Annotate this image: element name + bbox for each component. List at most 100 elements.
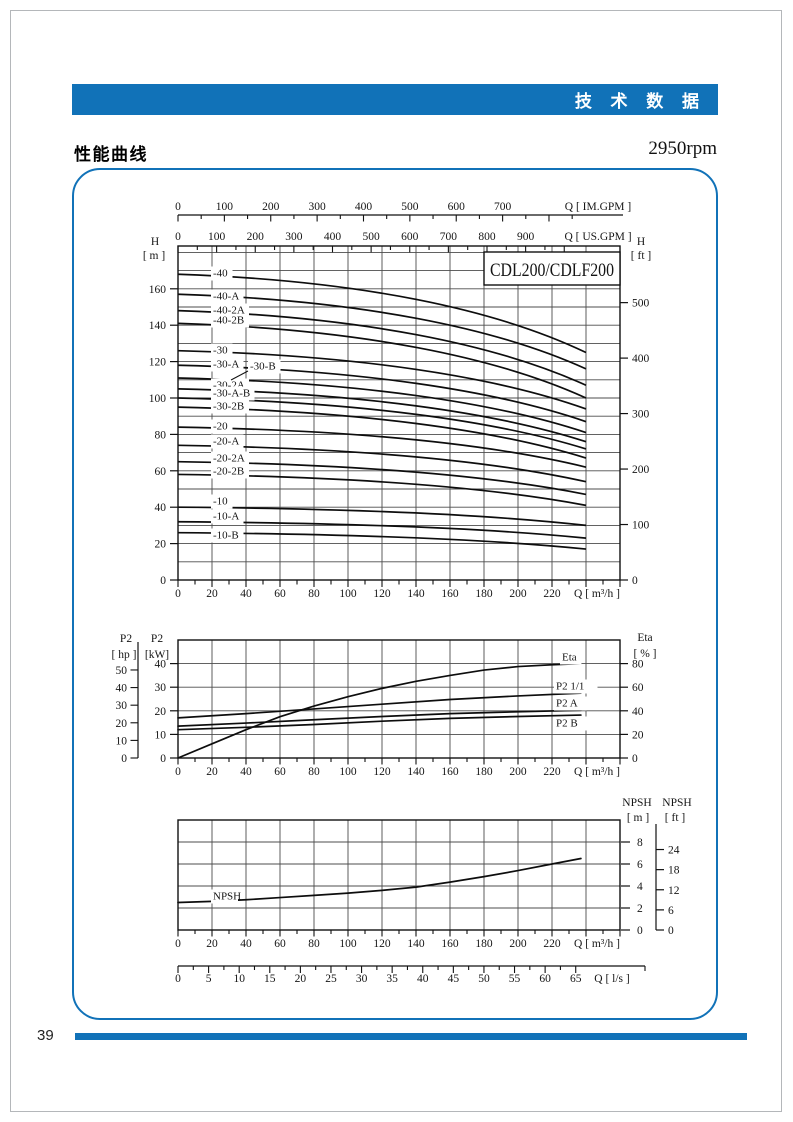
svg-text:100: 100 <box>216 201 234 213</box>
svg-text:-30-B: -30-B <box>250 361 276 373</box>
svg-text:60: 60 <box>539 973 551 985</box>
svg-text:100: 100 <box>339 588 357 600</box>
svg-text:4: 4 <box>637 881 643 893</box>
svg-text:100: 100 <box>208 231 226 243</box>
svg-text:60: 60 <box>274 938 286 950</box>
svg-text:80: 80 <box>308 588 320 600</box>
svg-text:18: 18 <box>668 865 680 877</box>
svg-text:160: 160 <box>441 938 459 950</box>
svg-text:200: 200 <box>509 938 527 950</box>
svg-text:500: 500 <box>363 231 381 243</box>
svg-text:[ m ]: [ m ] <box>627 812 649 824</box>
svg-text:700: 700 <box>494 201 512 213</box>
svg-text:-40-A: -40-A <box>213 291 239 303</box>
svg-text:24: 24 <box>668 845 680 857</box>
svg-text:140: 140 <box>407 938 425 950</box>
svg-text:P2: P2 <box>120 633 132 645</box>
svg-text:200: 200 <box>262 201 280 213</box>
svg-text:H: H <box>151 236 159 248</box>
svg-text:-30: -30 <box>213 345 228 357</box>
svg-text:120: 120 <box>149 357 167 369</box>
svg-text:0: 0 <box>175 588 181 600</box>
svg-text:-40: -40 <box>213 268 228 280</box>
svg-text:[kW]: [kW] <box>145 649 169 661</box>
svg-text:H: H <box>637 236 645 248</box>
svg-text:25: 25 <box>325 973 337 985</box>
svg-text:P2: P2 <box>151 633 163 645</box>
svg-text:Q [ m³/h ]: Q [ m³/h ] <box>574 588 620 600</box>
svg-text:60: 60 <box>155 466 167 478</box>
svg-text:30: 30 <box>116 700 128 712</box>
svg-text:80: 80 <box>632 659 644 671</box>
svg-text:0: 0 <box>175 938 181 950</box>
section-title: 性能曲线 <box>74 145 148 164</box>
svg-text:20: 20 <box>632 729 644 741</box>
svg-text:40: 40 <box>240 766 252 778</box>
svg-text:120: 120 <box>373 766 391 778</box>
svg-text:300: 300 <box>308 201 326 213</box>
svg-text:40: 40 <box>632 706 644 718</box>
svg-text:40: 40 <box>417 973 429 985</box>
svg-text:-10: -10 <box>213 496 228 508</box>
svg-text:200: 200 <box>632 464 650 476</box>
svg-text:40: 40 <box>155 502 167 514</box>
svg-text:40: 40 <box>240 938 252 950</box>
svg-text:Q [ m³/h ]: Q [ m³/h ] <box>574 766 620 778</box>
svg-text:60: 60 <box>274 766 286 778</box>
svg-text:15: 15 <box>264 973 276 985</box>
svg-text:0: 0 <box>668 925 674 937</box>
svg-text:-20-2B: -20-2B <box>213 466 244 478</box>
svg-text:900: 900 <box>517 231 535 243</box>
svg-text:700: 700 <box>440 231 458 243</box>
svg-text:10: 10 <box>233 973 245 985</box>
svg-text:6: 6 <box>668 905 674 917</box>
svg-text:100: 100 <box>149 393 167 405</box>
svg-text:[ ft ]: [ ft ] <box>631 250 651 262</box>
svg-text:400: 400 <box>355 201 373 213</box>
svg-text:0: 0 <box>160 575 166 587</box>
svg-text:100: 100 <box>339 766 357 778</box>
svg-text:Q [ l/s ]: Q [ l/s ] <box>594 973 629 985</box>
svg-text:50: 50 <box>478 973 490 985</box>
svg-text:120: 120 <box>373 938 391 950</box>
power-eta-chart: Eta P2 1/1 P2 A P2 B 0 10 20 30 40 0 20 40 60 80 0 10 20… <box>112 632 657 778</box>
svg-text:200: 200 <box>247 231 265 243</box>
svg-text:P2 B: P2 B <box>556 718 578 730</box>
svg-text:65: 65 <box>570 973 582 985</box>
svg-text:0: 0 <box>121 753 127 765</box>
svg-text:35: 35 <box>386 973 398 985</box>
svg-text:140: 140 <box>407 588 425 600</box>
svg-text:220: 220 <box>543 938 561 950</box>
svg-text:20: 20 <box>295 973 307 985</box>
svg-text:12: 12 <box>668 885 680 897</box>
rpm-label: 2950rpm <box>648 138 717 159</box>
svg-text:2: 2 <box>637 903 643 915</box>
svg-text:-30-A: -30-A <box>213 359 239 371</box>
svg-text:120: 120 <box>373 588 391 600</box>
svg-text:80: 80 <box>308 938 320 950</box>
svg-text:[ m ]: [ m ] <box>143 250 165 262</box>
svg-text:NPSH: NPSH <box>622 797 651 809</box>
svg-text:CDL200/CDLF200: CDL200/CDLF200 <box>490 260 614 281</box>
svg-text:[ % ]: [ % ] <box>634 648 657 660</box>
svg-text:600: 600 <box>448 201 466 213</box>
svg-text:140: 140 <box>407 766 425 778</box>
svg-text:0: 0 <box>160 753 166 765</box>
svg-text:10: 10 <box>155 729 167 741</box>
svg-text:400: 400 <box>632 353 650 365</box>
svg-text:220: 220 <box>543 588 561 600</box>
svg-text:[ ft ]: [ ft ] <box>665 812 685 824</box>
svg-text:80: 80 <box>308 766 320 778</box>
svg-text:20: 20 <box>206 588 218 600</box>
svg-text:160: 160 <box>149 284 167 296</box>
svg-text:[ hp ]: [ hp ] <box>112 649 137 661</box>
svg-text:0: 0 <box>175 766 181 778</box>
svg-text:40: 40 <box>116 683 128 695</box>
svg-text:40: 40 <box>240 588 252 600</box>
svg-text:180: 180 <box>475 588 493 600</box>
svg-text:Q [ IM.GPM ]: Q [ IM.GPM ] <box>565 201 631 213</box>
svg-text:80: 80 <box>155 429 167 441</box>
svg-text:10: 10 <box>116 735 128 747</box>
svg-text:-10-A: -10-A <box>213 511 239 523</box>
